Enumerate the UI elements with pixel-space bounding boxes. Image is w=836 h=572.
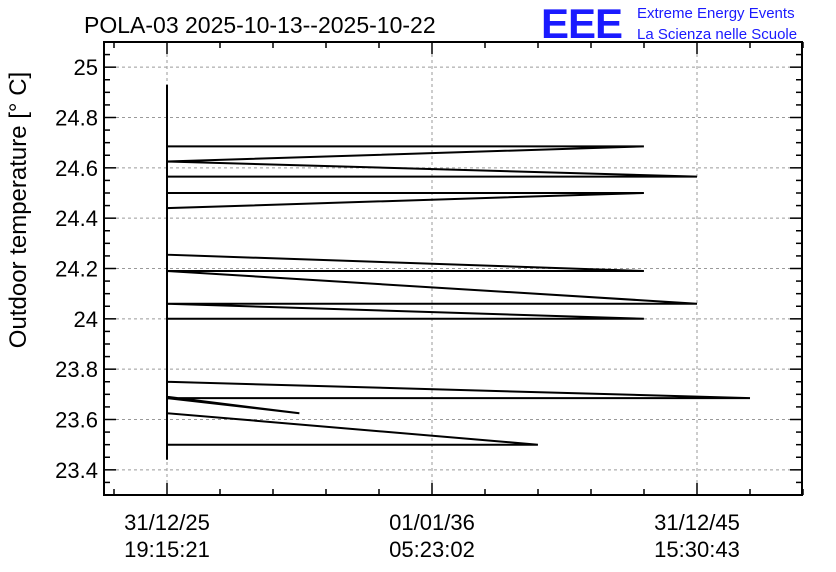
eee-logo: EEE Extreme Energy Events La Scienza nel… xyxy=(541,0,797,47)
series-line xyxy=(166,84,751,460)
x-tick-date: 01/01/36 xyxy=(389,510,475,535)
y-tick-label: 23.8 xyxy=(55,357,98,382)
logo-line-2: La Scienza nelle Scuole xyxy=(637,26,797,43)
grid xyxy=(104,42,802,495)
y-tick-label: 24.8 xyxy=(55,106,98,131)
x-tick-date: 31/12/45 xyxy=(654,510,740,535)
y-tick-label: 23.6 xyxy=(55,408,98,433)
y-tick-label: 24.2 xyxy=(55,257,98,282)
x-tick-time: 19:15:21 xyxy=(124,537,210,562)
logo-line-1: Extreme Energy Events xyxy=(637,5,795,22)
plot-frame xyxy=(103,41,803,496)
y-tick-label: 24.6 xyxy=(55,156,98,181)
chart-title: POLA-03 2025-10-13--2025-10-22 xyxy=(84,12,436,38)
y-tick-label: 24.4 xyxy=(55,206,98,231)
y-tick-label: 23.4 xyxy=(55,458,98,483)
x-tick-date: 31/12/25 xyxy=(124,510,210,535)
y-tick-label: 25 xyxy=(74,55,98,80)
y-tick-labels: 23.4 23.6 23.8 24 24.2 24.4 24.6 24.8 25 xyxy=(55,55,98,483)
logo-mark: EEE xyxy=(541,0,622,47)
x-tick-time: 15:30:43 xyxy=(654,537,740,562)
plot-area xyxy=(166,84,751,460)
y-tick-label: 24 xyxy=(74,307,98,332)
y-axis-title: Outdoor temperature [° C] xyxy=(5,72,32,348)
x-tick-time: 05:23:02 xyxy=(389,537,475,562)
